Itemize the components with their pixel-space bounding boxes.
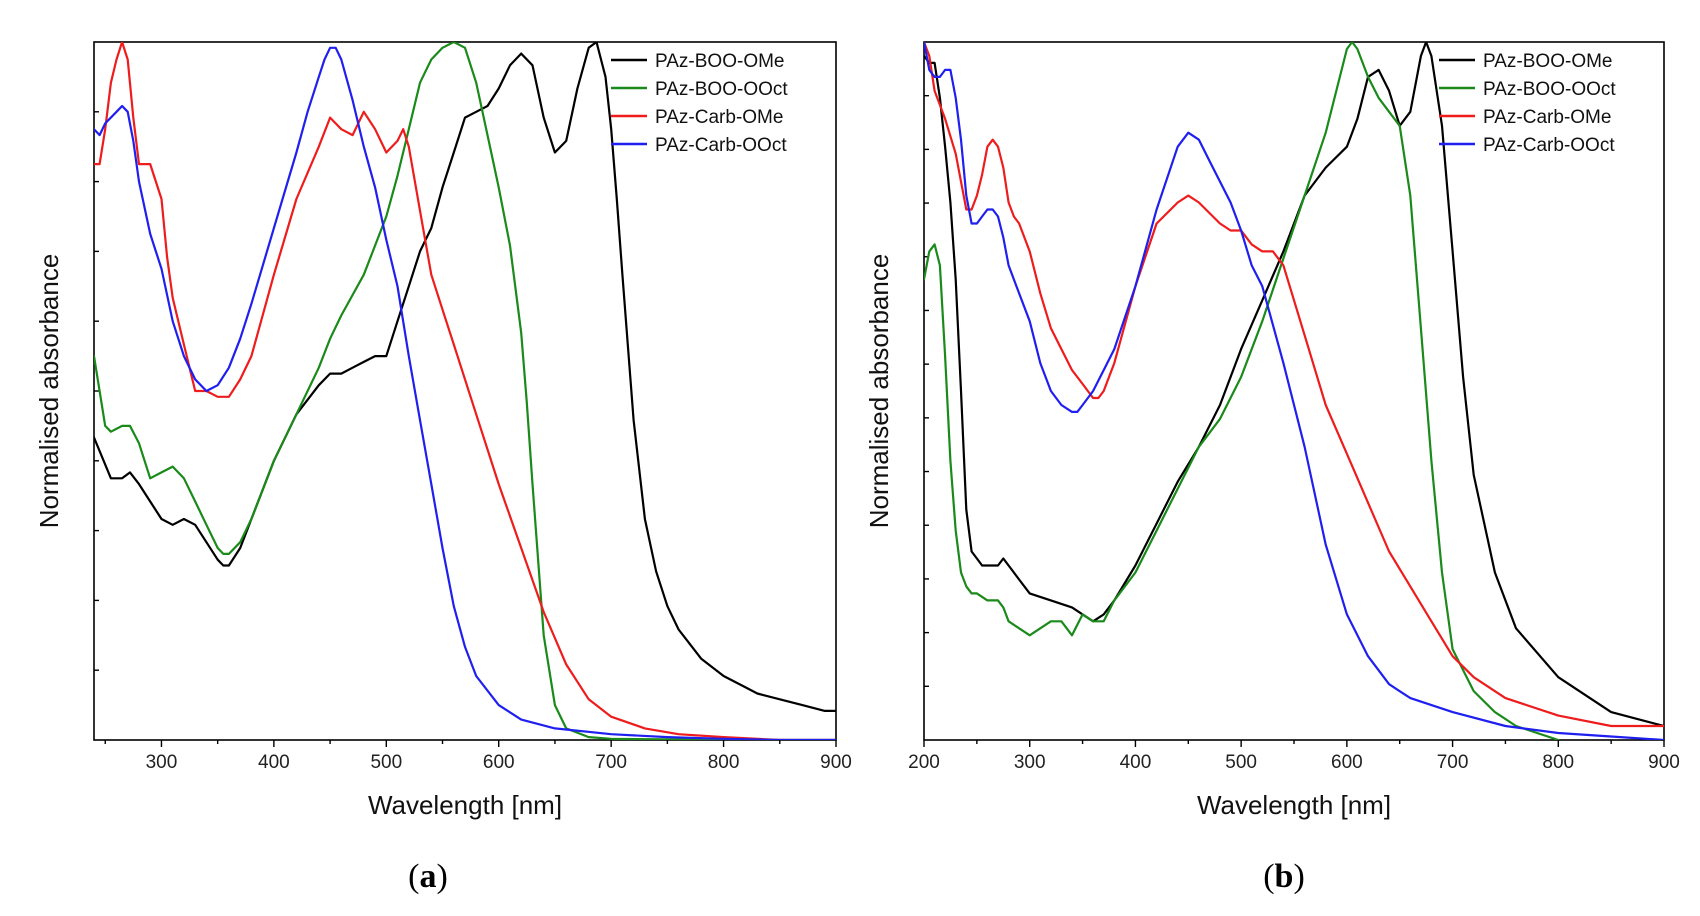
legend-label-paz-carb-ooct: PAz-Carb-OOct: [655, 135, 787, 156]
x-tick-label: 800: [1542, 752, 1574, 773]
series-line-paz-boo-ome: [924, 42, 1664, 728]
x-tick-label: 700: [595, 752, 627, 773]
series-line-paz-carb-ooct: [94, 46, 836, 740]
panel-a-x-axis-label: Wavelength [nm]: [368, 790, 562, 820]
series-line-paz-boo-ome: [94, 42, 836, 712]
x-tick-label: 900: [820, 752, 852, 773]
panel-a-y-ticks: [94, 111, 99, 671]
legend-label-paz-boo-ome: PAz-BOO-OMe: [1483, 51, 1613, 72]
x-tick-label: 500: [1225, 752, 1257, 773]
panel-b-series: [924, 42, 1664, 740]
x-tick-label: 300: [146, 752, 178, 773]
panel-b-caption-letter: b: [1275, 858, 1294, 895]
series-line-paz-carb-ome: [94, 42, 836, 740]
x-tick-label: 900: [1648, 752, 1680, 773]
x-tick-label: 400: [1120, 752, 1152, 773]
x-tick-label: 400: [258, 752, 290, 773]
panel-a-caption: (a): [408, 858, 448, 895]
series-line-paz-boo-ooct: [94, 42, 836, 740]
x-tick-label: 600: [483, 752, 515, 773]
panel-a: 300 400 500 600 700 800 900 PAz-BOO-OMePAz-BOO…: [34, 41, 852, 895]
panel-b-caption: (b): [1263, 858, 1305, 895]
panel-b: 200 300 400 500 600 700 800 900 PAz-BOO-OMePAz-…: [864, 41, 1680, 895]
x-tick-label: 600: [1331, 752, 1363, 773]
legend-label-paz-carb-ome: PAz-Carb-OMe: [655, 107, 783, 128]
panel-b-y-ticks: [924, 94, 929, 688]
x-tick-label: 200: [908, 752, 940, 773]
panel-a-y-axis-label: Normalised absorbance: [34, 254, 64, 529]
x-tick-label: 700: [1437, 752, 1469, 773]
legend-label-paz-carb-ooct: PAz-Carb-OOct: [1483, 135, 1615, 156]
legend-label-paz-boo-ooct: PAz-BOO-OOct: [655, 79, 788, 100]
panel-a-caption-letter: a: [420, 858, 437, 895]
panel-b-x-axis-label: Wavelength [nm]: [1197, 790, 1391, 820]
series-line-paz-carb-ooct: [924, 42, 1664, 740]
x-tick-label: 300: [1014, 752, 1046, 773]
x-tick-label: 500: [370, 752, 402, 773]
legend-label-paz-carb-ome: PAz-Carb-OMe: [1483, 107, 1611, 128]
x-tick-label: 800: [708, 752, 740, 773]
series-line-paz-carb-ome: [924, 42, 1664, 728]
panel-b-legend: PAz-BOO-OMe PAz-BOO-OOct PAz-Carb-OMe PAz-C…: [1439, 51, 1616, 156]
panel-b-y-axis-label: Normalised absorbance: [864, 254, 894, 529]
panel-b-x-ticks: 200 300 400 500 600 700 800 900: [908, 740, 1680, 773]
series-line-paz-boo-ooct: [924, 42, 1560, 740]
legend-label-paz-boo-ome: PAz-BOO-OMe: [655, 51, 785, 72]
panel-a-x-ticks: 300 400 500 600 700 800 900: [104, 740, 852, 773]
panel-a-series: [94, 42, 836, 740]
panel-a-legend: PAz-BOO-OMe PAz-BOO-OOct PAz-Carb-OMe PAz-C…: [611, 51, 788, 156]
legend-label-paz-boo-ooct: PAz-BOO-OOct: [1483, 79, 1616, 100]
